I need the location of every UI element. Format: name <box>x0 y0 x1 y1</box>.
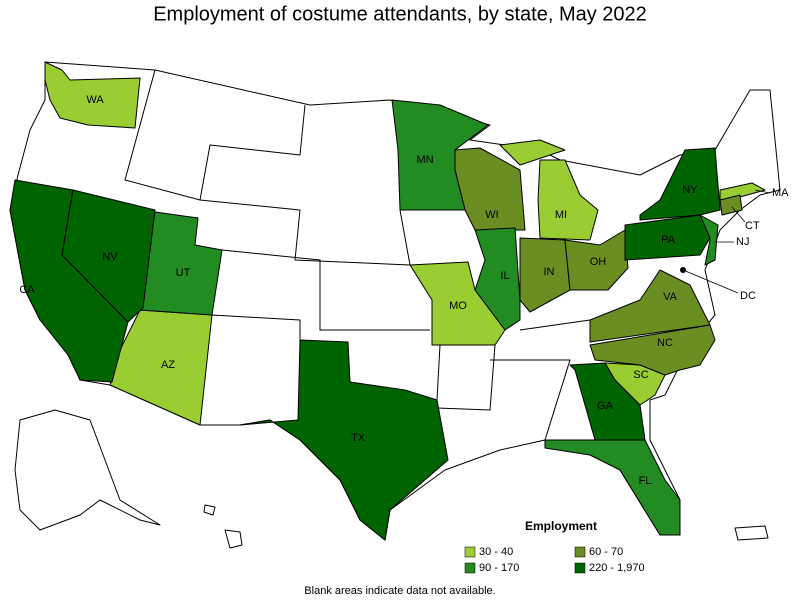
state-label: WI <box>485 209 498 221</box>
state-label: NY <box>682 184 698 196</box>
state-border <box>124 69 306 201</box>
state-border <box>519 319 591 331</box>
state <box>61 189 156 323</box>
state-label: VA <box>663 291 678 303</box>
state <box>589 324 716 376</box>
legend-label: 60 - 70 <box>589 546 623 558</box>
state <box>474 227 521 331</box>
state-label: SC <box>633 369 648 381</box>
state <box>391 99 489 211</box>
state-label: MI <box>555 209 567 221</box>
state-border <box>199 199 411 266</box>
state-label: UT <box>176 267 191 279</box>
state <box>519 237 571 313</box>
state <box>537 159 599 241</box>
state-label: NC <box>657 337 673 349</box>
legend-swatch <box>464 562 476 574</box>
state-border <box>490 359 571 441</box>
legend-title: Employment <box>525 519 597 533</box>
state-label: CT <box>745 220 760 232</box>
state-border <box>221 249 430 331</box>
map-title: Employment of costume attendants, by sta… <box>153 3 647 25</box>
state <box>639 147 721 221</box>
state-label: PA <box>661 234 676 246</box>
state-label: NJ <box>736 236 749 248</box>
state <box>564 229 629 291</box>
state-label: TX <box>351 432 366 444</box>
hawaii <box>224 529 243 549</box>
legend-swatch <box>464 546 476 558</box>
state-label: IN <box>544 266 555 278</box>
puerto-rico <box>734 525 769 541</box>
state <box>719 194 743 216</box>
state-label: OH <box>590 256 607 268</box>
leader-line <box>731 206 746 223</box>
state <box>624 214 711 261</box>
footnote: Blank areas indicate data not available. <box>304 585 495 597</box>
leader-line <box>682 269 739 294</box>
state-label: MA <box>772 187 789 199</box>
state <box>409 261 506 346</box>
state-label: NV <box>102 251 118 263</box>
legend-label: 90 - 170 <box>479 562 519 574</box>
state <box>499 139 566 166</box>
alaska <box>14 409 161 531</box>
state-label: DC <box>740 290 756 302</box>
leader-line <box>754 189 771 194</box>
state <box>719 182 766 201</box>
state-label: CA <box>19 284 35 296</box>
state <box>44 61 141 129</box>
state-label: MN <box>416 154 433 166</box>
state-label: IL <box>500 270 509 282</box>
base-map <box>9 61 781 549</box>
state-label: WA <box>86 94 104 106</box>
states: WA AZ MO MI SC MA WI IN OH VA NC CT MN UT IL FL NJ CA NV TX… <box>9 61 789 541</box>
legend-label: 30 - 40 <box>479 546 513 558</box>
state <box>589 269 711 343</box>
state-label: AZ <box>161 359 175 371</box>
legend-swatch <box>574 562 586 574</box>
state-label: FL <box>639 475 652 487</box>
hawaii <box>203 504 216 516</box>
state-label: MO <box>449 300 467 312</box>
state <box>569 362 646 441</box>
legend-swatch <box>574 546 586 558</box>
legend-label: 220 - 1,970 <box>589 562 645 574</box>
state-border <box>211 314 301 340</box>
state <box>239 339 449 541</box>
state-label: GA <box>597 400 614 412</box>
legend: Employment 30 - 40 60 - 70 90 - 170 220 - 1… <box>464 519 645 574</box>
